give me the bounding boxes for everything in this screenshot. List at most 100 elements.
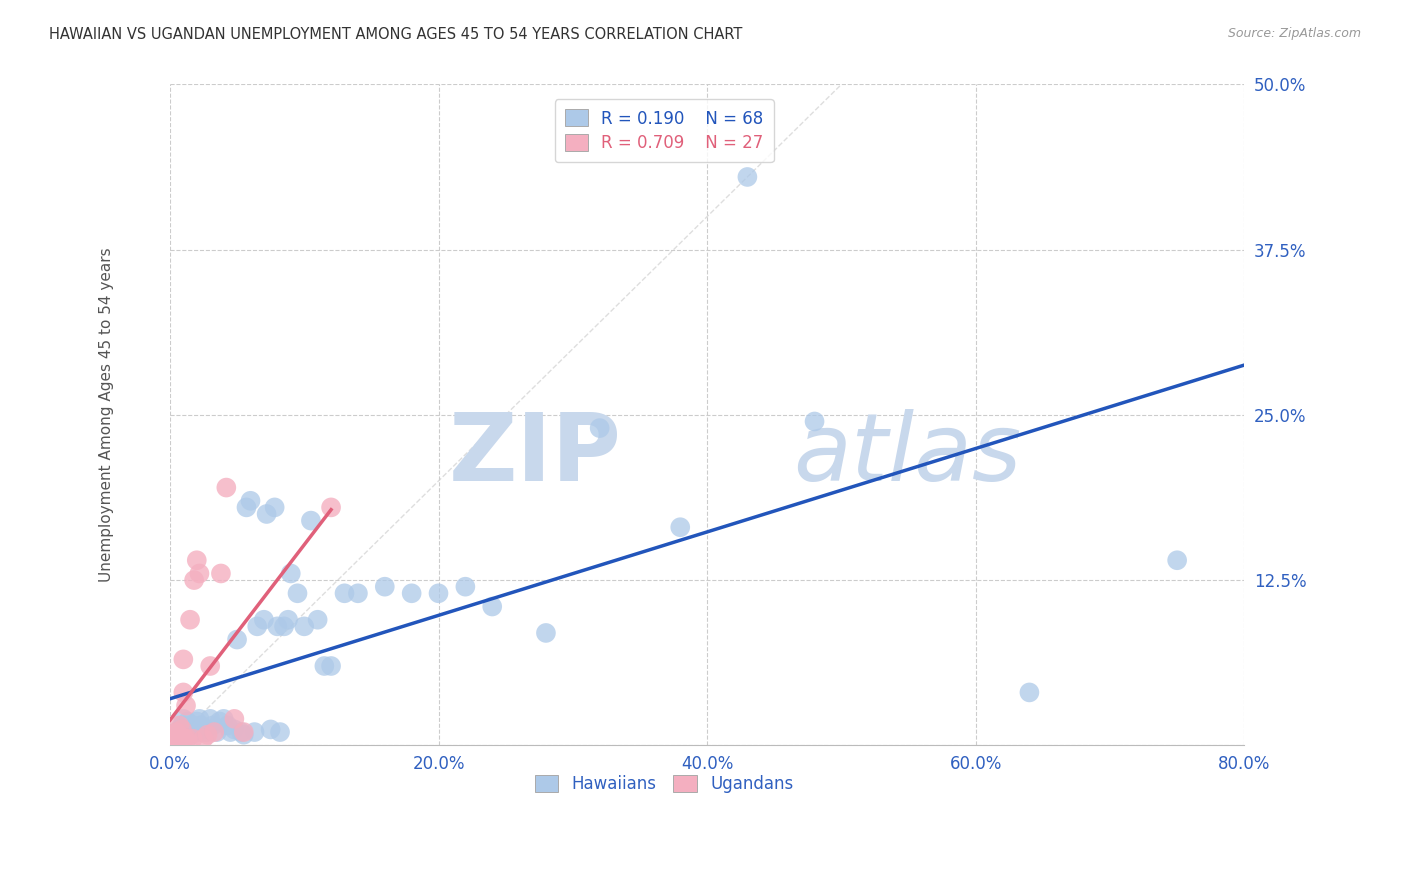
Point xyxy=(314,659,336,673)
Point xyxy=(172,652,194,666)
Point xyxy=(193,731,215,746)
Text: Source: ZipAtlas.com: Source: ZipAtlas.com xyxy=(1227,27,1361,40)
Point xyxy=(401,586,423,600)
Point xyxy=(219,725,242,739)
Point xyxy=(173,725,195,739)
Point xyxy=(172,712,194,726)
Point xyxy=(186,714,208,729)
Point xyxy=(333,586,356,600)
Point xyxy=(235,500,257,515)
Point xyxy=(224,712,246,726)
Point xyxy=(200,712,222,726)
Point xyxy=(184,723,207,737)
Point xyxy=(224,723,246,737)
Point xyxy=(534,626,557,640)
Point xyxy=(208,714,231,729)
Point xyxy=(307,613,329,627)
Point xyxy=(226,632,249,647)
Point xyxy=(200,659,222,673)
Point xyxy=(173,731,195,746)
Point xyxy=(169,725,191,739)
Point xyxy=(170,723,193,737)
Text: HAWAIIAN VS UGANDAN UNEMPLOYMENT AMONG AGES 45 TO 54 YEARS CORRELATION CHART: HAWAIIAN VS UGANDAN UNEMPLOYMENT AMONG A… xyxy=(49,27,742,42)
Point xyxy=(201,718,224,732)
Y-axis label: Unemployment Among Ages 45 to 54 years: Unemployment Among Ages 45 to 54 years xyxy=(100,248,114,582)
Text: ZIP: ZIP xyxy=(449,409,621,500)
Point xyxy=(197,728,219,742)
Point xyxy=(292,619,315,633)
Point xyxy=(481,599,503,614)
Point xyxy=(205,725,228,739)
Point xyxy=(183,725,205,739)
Point xyxy=(269,725,291,739)
Point xyxy=(246,619,269,633)
Point xyxy=(215,481,238,495)
Point xyxy=(217,718,239,732)
Point xyxy=(163,728,186,742)
Point xyxy=(180,728,202,742)
Point xyxy=(803,415,825,429)
Point xyxy=(169,731,191,746)
Point xyxy=(202,725,225,739)
Point xyxy=(259,723,281,737)
Point xyxy=(173,718,195,732)
Point xyxy=(1166,553,1188,567)
Point xyxy=(280,566,302,581)
Text: atlas: atlas xyxy=(793,409,1021,500)
Point xyxy=(166,725,188,739)
Point xyxy=(256,507,278,521)
Point xyxy=(190,718,212,732)
Point xyxy=(193,725,215,739)
Point xyxy=(176,731,198,746)
Point xyxy=(299,514,322,528)
Point xyxy=(197,725,219,739)
Point xyxy=(169,718,191,732)
Point xyxy=(273,619,295,633)
Point xyxy=(183,573,205,587)
Point xyxy=(179,613,201,627)
Point xyxy=(243,725,266,739)
Point xyxy=(277,613,299,627)
Point xyxy=(589,421,612,435)
Point xyxy=(188,566,211,581)
Point xyxy=(232,728,254,742)
Point xyxy=(181,718,204,732)
Point xyxy=(165,734,187,748)
Point xyxy=(188,712,211,726)
Point xyxy=(737,169,759,184)
Point xyxy=(172,728,194,742)
Point xyxy=(177,725,200,739)
Point xyxy=(176,714,198,729)
Point xyxy=(347,586,370,600)
Point xyxy=(374,580,396,594)
Point xyxy=(187,725,209,739)
Point xyxy=(174,723,197,737)
Point xyxy=(232,725,254,739)
Point xyxy=(263,500,285,515)
Point xyxy=(167,728,190,742)
Point xyxy=(266,619,288,633)
Point xyxy=(287,586,309,600)
Point xyxy=(1018,685,1040,699)
Point xyxy=(179,723,201,737)
Point xyxy=(170,718,193,732)
Point xyxy=(167,728,190,742)
Point xyxy=(166,725,188,739)
Point xyxy=(239,493,262,508)
Point xyxy=(195,723,218,737)
Point xyxy=(669,520,692,534)
Point xyxy=(172,685,194,699)
Legend: Hawaiians, Ugandans: Hawaiians, Ugandans xyxy=(524,764,803,803)
Point xyxy=(169,723,191,737)
Point xyxy=(186,553,208,567)
Point xyxy=(427,586,450,600)
Point xyxy=(253,613,276,627)
Point xyxy=(181,731,204,746)
Point xyxy=(229,725,252,739)
Point xyxy=(319,659,342,673)
Point xyxy=(212,712,235,726)
Point xyxy=(319,500,342,515)
Point xyxy=(454,580,477,594)
Point xyxy=(174,698,197,713)
Point xyxy=(209,566,232,581)
